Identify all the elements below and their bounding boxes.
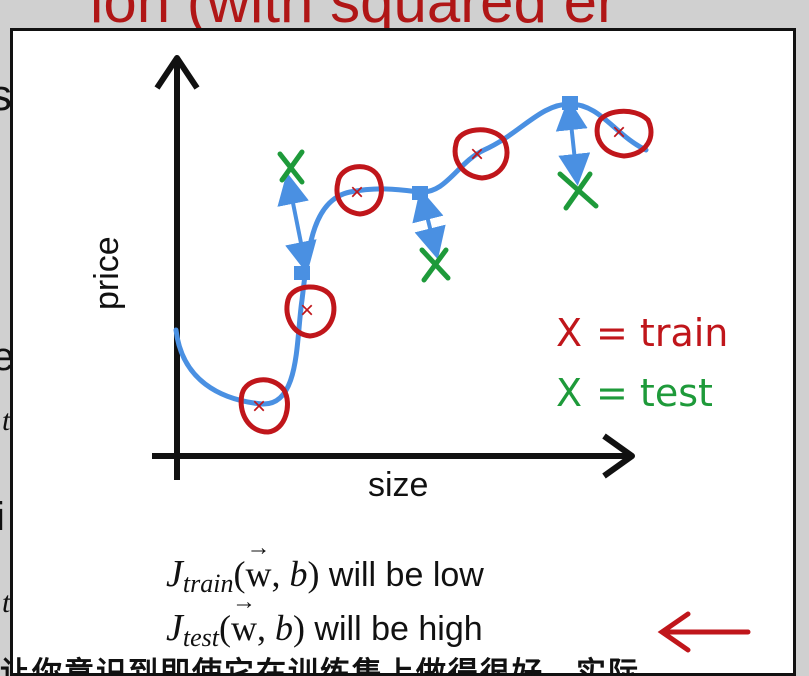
error-arrow-1 bbox=[277, 172, 317, 274]
curve-point-3 bbox=[562, 96, 578, 110]
train-point-3: × bbox=[334, 164, 384, 217]
left-fragment-5: t bbox=[2, 586, 11, 619]
error-arrow-3 bbox=[555, 98, 591, 186]
legend-train-marker: X bbox=[556, 311, 582, 355]
legend-test-marker: X bbox=[556, 371, 582, 415]
test-point-1 bbox=[277, 149, 305, 185]
train-point-4: × bbox=[452, 127, 510, 181]
test-cost-statement: Jtest(w, b) will be high bbox=[166, 589, 483, 652]
highlight-arrow bbox=[657, 611, 751, 653]
y-axis-label: price bbox=[88, 236, 126, 310]
cost-symbol: J bbox=[166, 553, 183, 595]
train-point-5: × bbox=[594, 108, 654, 159]
weight-vector: w bbox=[231, 589, 257, 649]
train-point-2: × bbox=[284, 284, 337, 339]
cost-subscript: test bbox=[182, 623, 219, 652]
curve-point-1 bbox=[294, 266, 310, 280]
train-point-1: × bbox=[238, 377, 290, 435]
x-axis-arrowhead bbox=[602, 433, 635, 479]
diagram-card bbox=[10, 28, 796, 676]
test-point-3 bbox=[557, 171, 599, 211]
bias-symbol: b bbox=[274, 608, 293, 648]
weight-vector: w bbox=[245, 535, 271, 595]
curve-point-2 bbox=[412, 186, 428, 200]
cost-claim: will be high bbox=[304, 610, 483, 648]
x-axis-label: size bbox=[368, 466, 428, 504]
left-fragment-1: s bbox=[0, 71, 12, 120]
train-points: × × × × × bbox=[238, 108, 654, 435]
left-fragment-4: i bbox=[0, 495, 5, 539]
cost-subscript: train bbox=[182, 569, 234, 598]
legend-train-label: = train bbox=[596, 311, 728, 355]
svg-text:×: × bbox=[252, 393, 266, 420]
bias-symbol: b bbox=[289, 554, 308, 594]
legend: X = train X = test bbox=[556, 311, 728, 415]
y-axis-arrowhead bbox=[154, 55, 200, 90]
test-points bbox=[277, 149, 599, 283]
legend-test-label: = test bbox=[596, 371, 713, 415]
cost-symbol: J bbox=[166, 607, 183, 649]
cost-claim: will be low bbox=[319, 556, 484, 594]
svg-text:×: × bbox=[350, 179, 364, 206]
video-subtitle: 让你意识到即使它在训练集上做得很好，实际 bbox=[0, 656, 640, 676]
error-arrow-2 bbox=[412, 188, 446, 260]
svg-text:×: × bbox=[300, 297, 314, 324]
left-fragment-3: t bbox=[2, 404, 11, 437]
svg-text:×: × bbox=[470, 141, 484, 168]
svg-text:×: × bbox=[612, 119, 626, 146]
test-point-2 bbox=[419, 247, 451, 283]
train-cost-statement: Jtrain(w, b) will be low bbox=[166, 535, 484, 598]
fitted-curve bbox=[173, 101, 649, 407]
axes bbox=[152, 55, 635, 480]
